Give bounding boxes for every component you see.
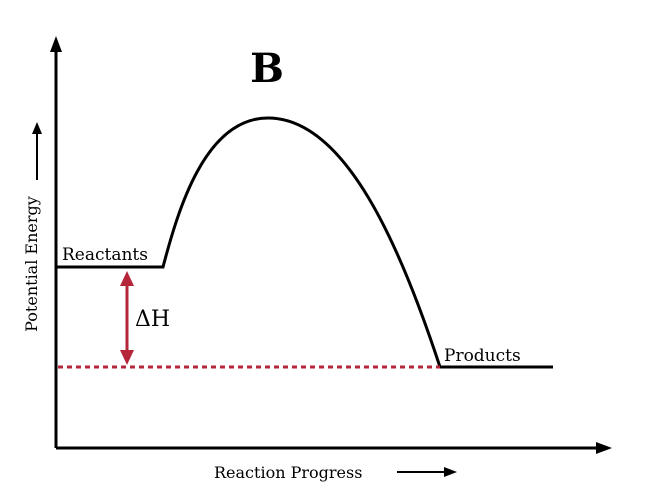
reactants-label: Reactants: [62, 245, 148, 265]
products-label: Products: [444, 346, 521, 366]
delta-h-arrowhead-bottom: [120, 350, 134, 365]
delta-h-label: ΔH: [135, 307, 170, 332]
delta-h-arrowhead-top: [120, 271, 134, 286]
y-axis-label: Potential Energy: [22, 196, 41, 332]
energy-curve: [56, 116, 553, 369]
x-axis-label-arrowhead: [444, 467, 457, 477]
x-axis-arrowhead: [596, 442, 612, 454]
x-axis-label: Reaction Progress: [214, 463, 362, 482]
y-axis-label-arrowhead: [32, 122, 42, 134]
diagram-title: B: [250, 45, 284, 92]
y-axis-arrowhead: [50, 36, 62, 52]
